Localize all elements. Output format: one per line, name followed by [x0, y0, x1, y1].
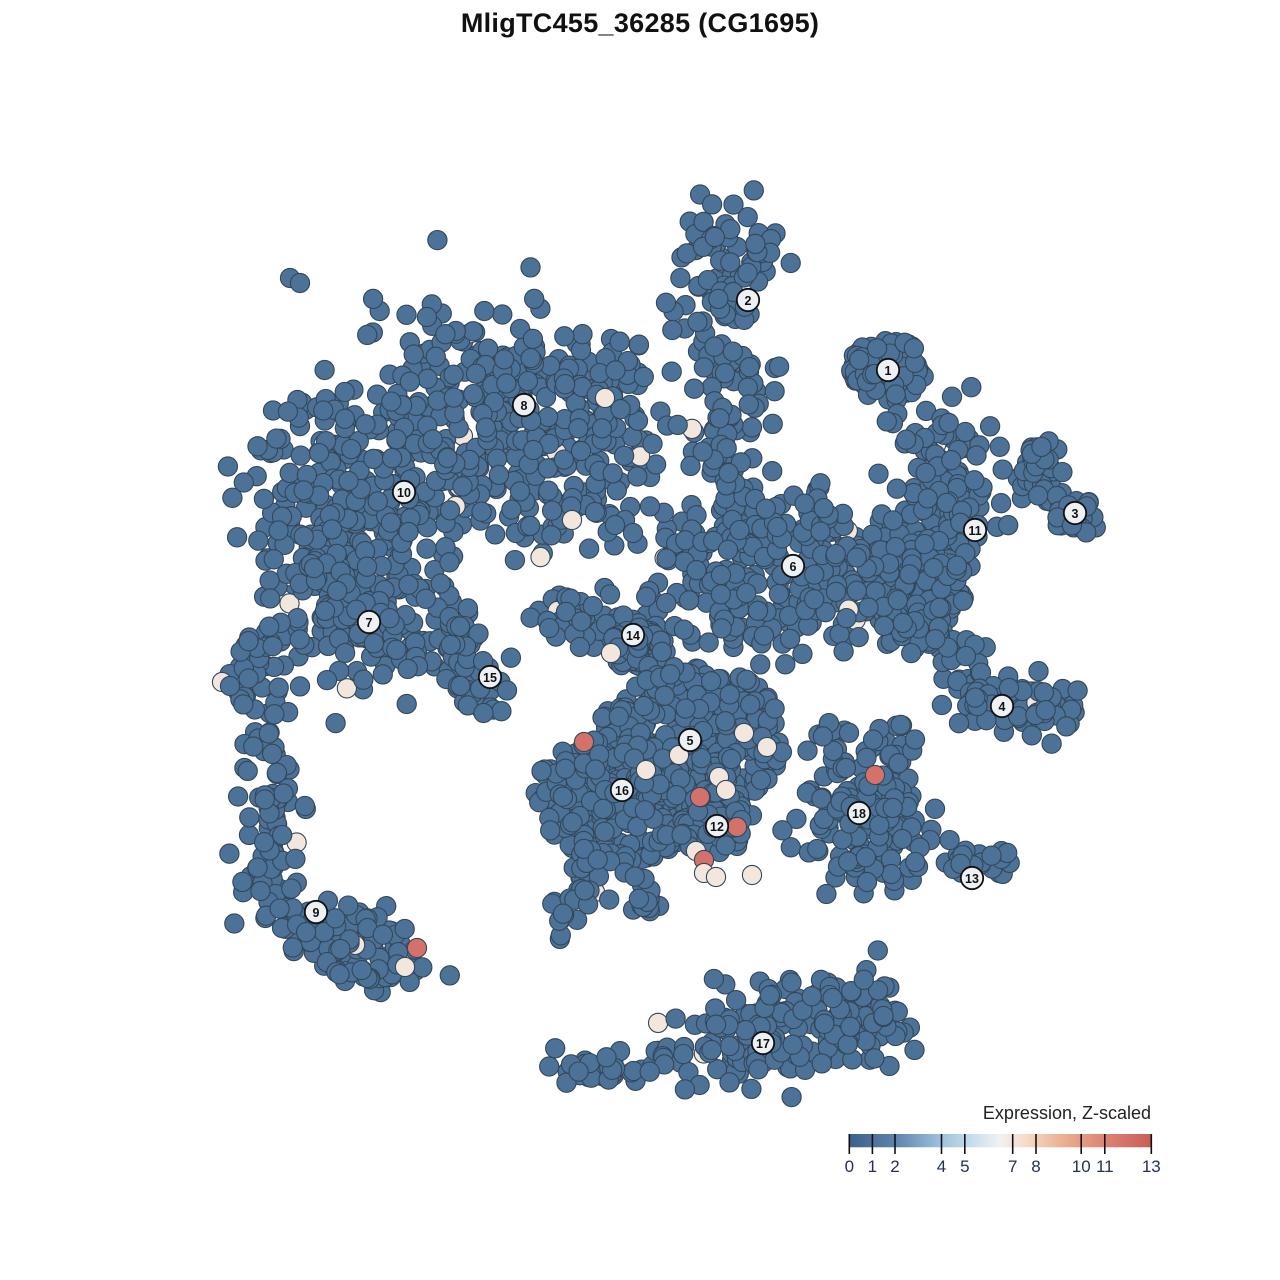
svg-text:5: 5 — [687, 734, 694, 748]
svg-text:7: 7 — [1008, 1157, 1017, 1176]
svg-text:4: 4 — [999, 700, 1006, 714]
svg-text:10: 10 — [1072, 1157, 1091, 1176]
svg-text:1: 1 — [868, 1157, 877, 1176]
svg-text:11: 11 — [1096, 1157, 1114, 1176]
svg-text:18: 18 — [852, 807, 866, 821]
svg-text:1: 1 — [885, 364, 892, 378]
svg-text:7: 7 — [366, 616, 373, 630]
svg-text:3: 3 — [1072, 507, 1079, 521]
svg-text:17: 17 — [756, 1037, 770, 1051]
svg-text:Expression, Z-scaled: Expression, Z-scaled — [983, 1103, 1151, 1123]
svg-text:13: 13 — [1142, 1157, 1161, 1176]
svg-text:12: 12 — [710, 820, 724, 834]
svg-text:10: 10 — [397, 486, 411, 500]
svg-text:15: 15 — [483, 671, 497, 685]
svg-text:16: 16 — [615, 784, 629, 798]
svg-text:11: 11 — [968, 524, 981, 538]
svg-text:2: 2 — [745, 294, 752, 308]
svg-text:14: 14 — [626, 629, 640, 643]
svg-text:8: 8 — [1031, 1157, 1040, 1176]
svg-text:0: 0 — [845, 1157, 854, 1176]
svg-text:9: 9 — [313, 906, 320, 920]
svg-text:2: 2 — [890, 1157, 899, 1176]
svg-text:13: 13 — [965, 872, 979, 886]
svg-text:8: 8 — [521, 399, 528, 413]
svg-text:5: 5 — [960, 1157, 969, 1176]
svg-text:6: 6 — [790, 560, 797, 574]
svg-text:4: 4 — [937, 1157, 946, 1176]
